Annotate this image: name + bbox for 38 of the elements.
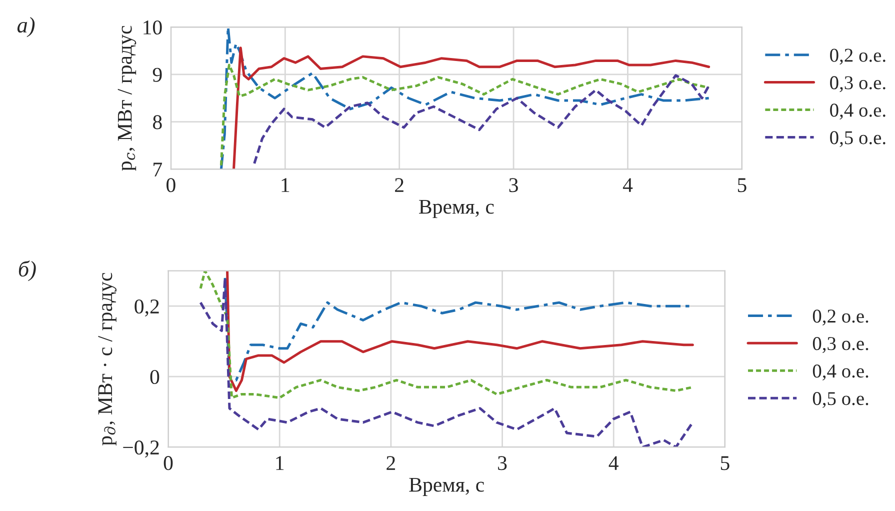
x-tick-label: 0	[166, 178, 176, 192]
legend-label: 0,3 о.е.	[812, 337, 868, 353]
line-series	[220, 27, 710, 170]
line-series	[253, 74, 710, 165]
x-tick-label: 3	[498, 456, 507, 470]
legend-label: 0,3 о.е.	[830, 76, 886, 92]
x-tick-label: 4	[608, 456, 618, 470]
x-tick-label: 4	[622, 178, 633, 192]
x-tick-label: 3	[509, 178, 518, 192]
y-tick-label: 9	[152, 68, 162, 82]
legend-label: 0,2 о.е.	[812, 310, 868, 326]
x-tick-label: 5	[720, 456, 730, 470]
legend-label: 0,5 о.е.	[812, 392, 868, 408]
chart-title: а)	[17, 17, 35, 38]
x-tick-label: 5	[738, 178, 746, 192]
y-tick-label: 10	[144, 20, 162, 35]
line-series	[220, 64, 710, 167]
legend-label: 0,2 о.е.	[830, 48, 886, 65]
y-tick-label: 0	[150, 370, 160, 384]
legend-label: 0,4 о.е.	[812, 364, 868, 380]
x-tick-label: 1	[282, 178, 290, 192]
y-tick-label: 7	[154, 162, 162, 176]
y-axis-title: p$_{д}$, МВт · с / градус	[98, 272, 116, 446]
x-tick-label: 2	[395, 178, 404, 192]
x-axis-title: Время, с	[409, 478, 484, 496]
legend-label: 0,4 о.е.	[830, 104, 886, 120]
x-tick-label: 0	[164, 456, 173, 470]
y-tick-label: 8	[152, 115, 162, 130]
y-tick-label: −0,2	[123, 440, 159, 458]
x-tick-label: 1	[276, 456, 284, 470]
x-tick-label: 2	[386, 456, 395, 470]
y-axis-title: p$_{с}$, МВт / градус	[118, 26, 136, 171]
line-series	[232, 46, 710, 170]
x-axis-title: Время, с	[419, 200, 494, 218]
y-tick-label: 0,2	[134, 299, 159, 317]
chart-title: б)	[18, 260, 36, 282]
legend-label: 0,5 о.е.	[830, 131, 886, 148]
line-series	[199, 276, 694, 448]
